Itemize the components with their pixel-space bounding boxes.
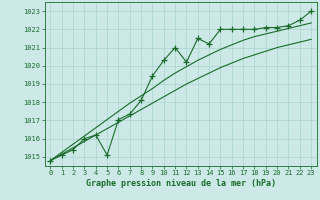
X-axis label: Graphe pression niveau de la mer (hPa): Graphe pression niveau de la mer (hPa)	[86, 179, 276, 188]
